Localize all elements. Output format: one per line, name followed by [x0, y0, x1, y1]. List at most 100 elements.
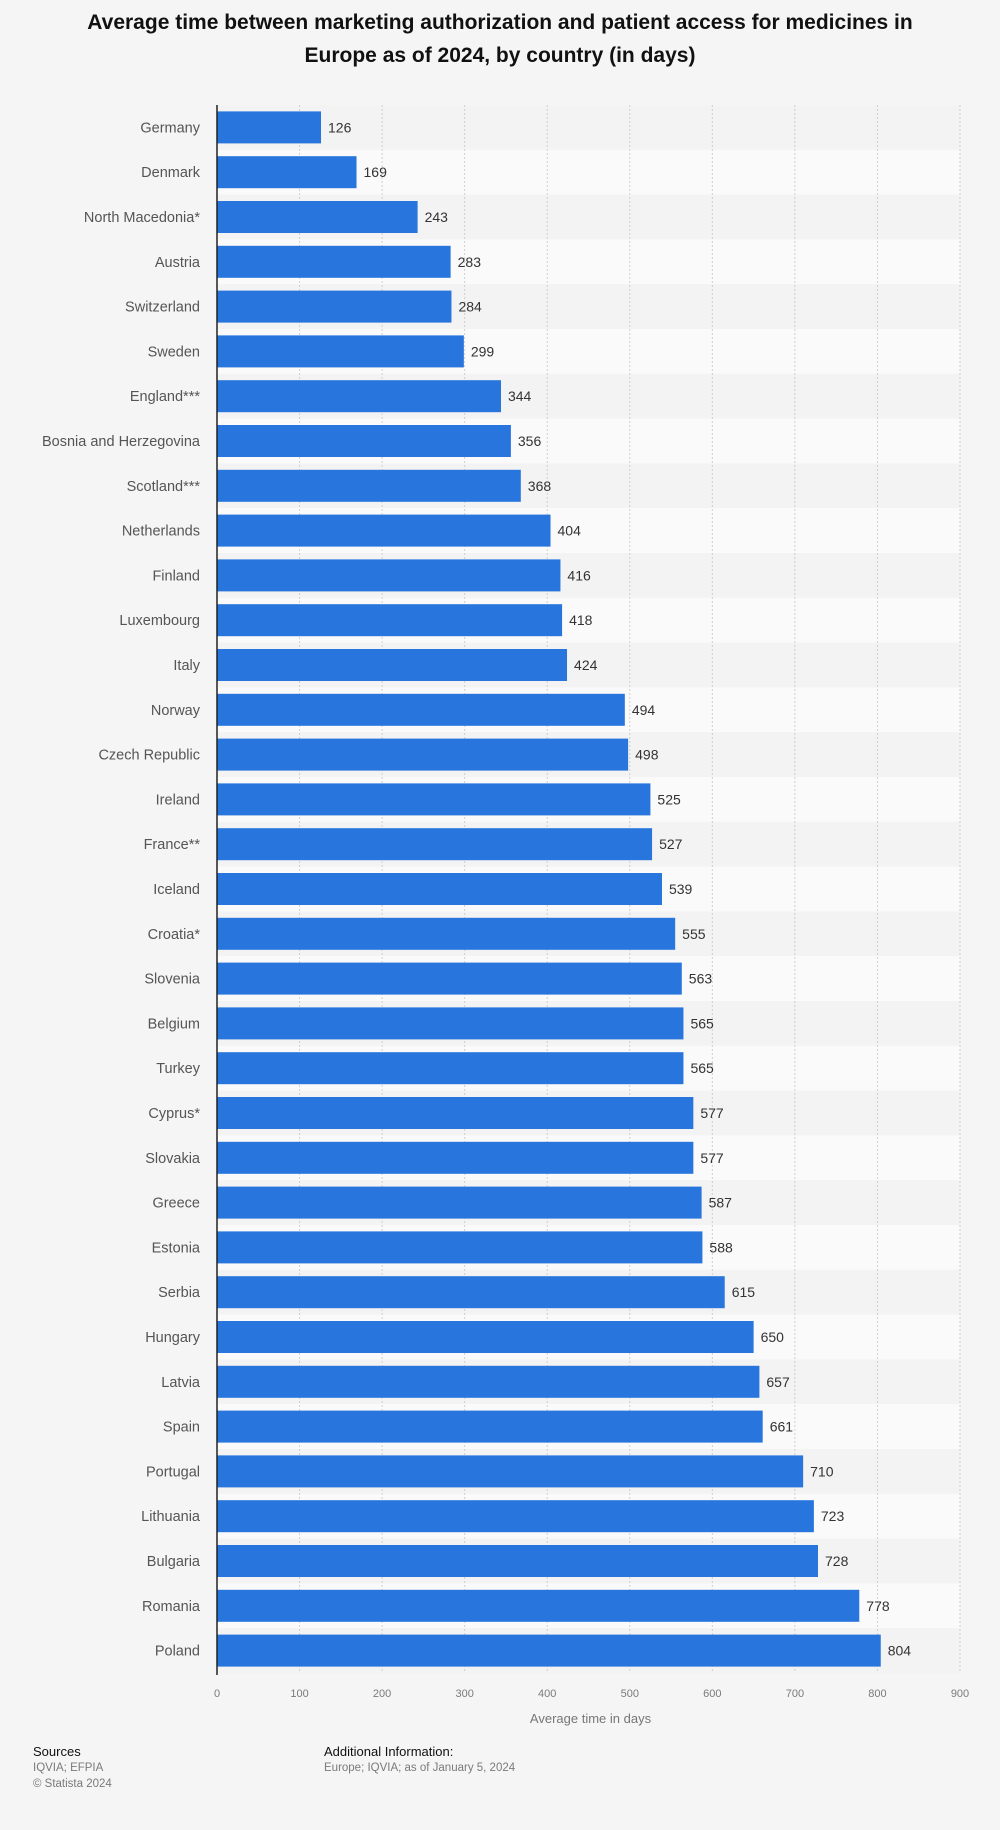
x-tick-label: 100	[290, 1688, 308, 1700]
sources-heading: Sources	[33, 1744, 81, 1759]
category-label: Slovakia	[145, 1151, 201, 1167]
data-label: 577	[700, 1105, 724, 1121]
bar	[217, 917, 676, 950]
data-label: 555	[682, 926, 706, 942]
bar	[217, 201, 418, 233]
bar	[217, 514, 551, 547]
data-label: 657	[766, 1374, 790, 1390]
category-label: Romania	[142, 1599, 201, 1615]
bar	[217, 1589, 860, 1622]
data-label: 563	[689, 971, 713, 987]
bar	[217, 1007, 684, 1040]
category-label: Scotland***	[127, 479, 201, 495]
data-label: 615	[732, 1284, 756, 1300]
bar	[217, 559, 561, 592]
bar	[217, 1097, 694, 1129]
additional-info-block: Additional Information: Europe; IQVIA; a…	[324, 1744, 515, 1776]
category-label: North Macedonia*	[84, 210, 200, 226]
category-label: Lithuania	[141, 1509, 201, 1525]
bar	[217, 1231, 703, 1264]
row-band	[217, 105, 960, 150]
bar	[217, 1634, 881, 1667]
category-label: Serbia	[158, 1285, 201, 1301]
bar	[217, 1455, 804, 1488]
bar	[217, 1500, 814, 1533]
bar	[217, 783, 651, 816]
bar	[217, 425, 511, 457]
bar	[217, 1321, 754, 1353]
data-label: 577	[700, 1150, 724, 1166]
bar	[217, 1141, 694, 1174]
data-label: 404	[558, 523, 582, 539]
bar	[217, 604, 563, 637]
bar	[217, 380, 501, 413]
category-label: Norway	[151, 703, 201, 719]
data-label: 804	[888, 1643, 912, 1659]
bar	[217, 693, 625, 726]
category-label: Latvia	[161, 1375, 201, 1391]
category-label: Greece	[152, 1196, 200, 1212]
bar	[217, 1410, 763, 1443]
additional-info-text: Europe; IQVIA; as of January 5, 2024	[324, 1762, 516, 1774]
category-label: Denmark	[141, 165, 201, 181]
category-label: England***	[130, 389, 200, 405]
bar	[217, 873, 662, 905]
category-label: France**	[144, 837, 201, 853]
chart-title: Average time between marketing authoriza…	[87, 11, 913, 67]
category-label: Netherlands	[122, 524, 200, 540]
category-label: Switzerland	[125, 300, 200, 316]
category-label: Bosnia and Herzegovina	[42, 434, 201, 450]
bar	[217, 1186, 702, 1219]
x-tick-label: 400	[538, 1688, 556, 1700]
bar	[217, 1052, 684, 1085]
data-label: 650	[761, 1329, 785, 1345]
data-label: 356	[518, 433, 542, 449]
category-label: Cyprus*	[148, 1106, 200, 1122]
data-label: 424	[574, 657, 598, 673]
data-label: 778	[866, 1598, 890, 1614]
x-tick-label: 700	[786, 1688, 804, 1700]
category-label: Estonia	[152, 1240, 201, 1256]
category-label: Czech Republic	[98, 748, 200, 764]
category-label: Sweden	[148, 344, 200, 360]
data-label: 728	[825, 1553, 849, 1569]
category-label: Spain	[163, 1420, 200, 1436]
category-label: Slovenia	[144, 972, 201, 988]
data-label: 588	[709, 1239, 733, 1255]
bar	[217, 290, 452, 323]
bar	[217, 738, 629, 771]
copyright-text: © Statista 2024	[33, 1778, 112, 1790]
data-label: 710	[810, 1463, 834, 1479]
category-label: Germany	[140, 120, 200, 136]
x-tick-label: 500	[621, 1688, 639, 1700]
category-label: Finland	[152, 568, 200, 584]
x-tick-label: 300	[455, 1688, 473, 1700]
category-label: Bulgaria	[147, 1554, 201, 1570]
x-tick-label: 800	[868, 1688, 886, 1700]
bar	[217, 156, 357, 189]
data-label: 344	[508, 388, 532, 404]
category-label: Croatia*	[148, 927, 201, 943]
data-label: 243	[425, 209, 449, 225]
data-label: 126	[328, 119, 352, 135]
x-tick-label: 0	[214, 1688, 220, 1700]
bar	[217, 649, 568, 681]
data-label: 299	[471, 343, 495, 359]
x-tick-label: 900	[951, 1688, 969, 1700]
sources-block: Sources IQVIA; EFPIA © Statista 2024	[33, 1744, 112, 1792]
data-label: 368	[528, 478, 552, 494]
data-label: 283	[458, 254, 482, 270]
data-label: 494	[632, 702, 656, 718]
bar	[217, 962, 682, 995]
data-label: 661	[770, 1419, 794, 1435]
category-label: Luxembourg	[119, 613, 200, 629]
category-label: Portugal	[146, 1464, 200, 1480]
sources-text: IQVIA; EFPIA	[33, 1762, 104, 1774]
bar	[217, 335, 464, 368]
data-label: 525	[657, 791, 681, 807]
additional-info-heading: Additional Information:	[324, 1744, 454, 1759]
category-label: Hungary	[145, 1330, 201, 1346]
data-label: 565	[690, 1060, 714, 1076]
x-tick-label: 600	[703, 1688, 721, 1700]
data-label: 539	[669, 881, 693, 897]
